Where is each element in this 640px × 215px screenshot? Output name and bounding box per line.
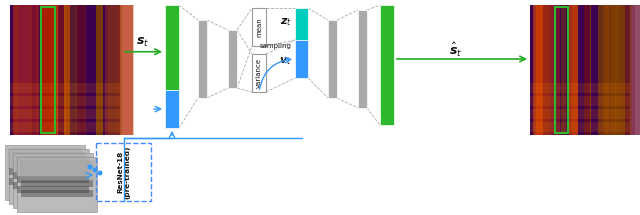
Text: $\boldsymbol{s}_t$: $\boldsymbol{s}_t$ [136,36,149,49]
Bar [568,5,579,135]
Bar [543,5,551,135]
Bar [598,5,616,135]
Text: sampling: sampling [260,43,292,49]
Bar [530,109,630,119]
Bar [41,7,55,133]
Bar [105,5,118,135]
Bar [543,5,554,135]
Bar [17,157,97,212]
Bar [44,5,56,135]
Bar [534,5,549,135]
Bar [13,153,93,208]
Bar [533,5,543,135]
Bar [572,5,579,135]
Bar [119,5,132,135]
Bar [13,182,85,189]
Bar [295,40,308,78]
Bar [252,54,266,92]
Bar [13,5,31,135]
Bar [228,30,237,88]
Bar [8,148,82,169]
Bar [380,5,394,125]
Bar [31,5,36,135]
Bar [602,5,620,135]
Bar [165,90,179,128]
Bar [198,20,207,98]
Bar [40,5,57,135]
Bar [116,5,134,135]
Bar [12,152,86,173]
Bar [295,8,308,40]
Bar [61,5,79,135]
Bar [165,5,179,90]
Bar [10,96,120,106]
Bar [17,5,36,135]
Bar [623,5,640,135]
Text: $\hat{\boldsymbol{s}}_t$: $\hat{\boldsymbol{s}}_t$ [449,41,462,59]
Circle shape [98,171,102,175]
Bar [13,172,85,179]
Bar [9,168,81,175]
Text: $\boldsymbol{z}_t$: $\boldsymbol{z}_t$ [280,17,292,28]
Text: ResNet-18
(pre-trained): ResNet-18 (pre-trained) [117,145,130,199]
Bar [252,8,266,46]
Bar [29,5,39,135]
Bar [561,5,566,135]
Bar [77,5,84,135]
Bar [76,5,86,135]
Text: mean: mean [256,17,262,37]
Bar [611,5,619,135]
Bar [530,83,630,93]
Bar [52,5,56,135]
Bar [51,5,70,135]
Bar [5,145,85,200]
Bar [10,5,120,135]
Bar [536,5,550,135]
Bar [530,96,630,106]
Bar [108,5,122,135]
Bar [97,5,103,135]
Bar [628,5,640,135]
Text: variance: variance [256,58,262,88]
Bar [17,186,89,193]
Circle shape [88,165,92,169]
Bar [530,5,630,135]
Bar [625,5,632,135]
Bar [9,178,81,185]
Bar [10,109,120,119]
Bar [15,5,35,135]
Circle shape [93,168,97,172]
Bar [555,7,568,133]
Bar [58,5,64,135]
Bar [18,5,38,135]
Bar [530,122,630,132]
Bar [614,5,625,135]
Bar [17,176,89,183]
Text: $\boldsymbol{v}_t$: $\boldsymbol{v}_t$ [280,55,292,67]
Bar [20,160,94,181]
Bar [58,5,66,135]
Bar [10,83,120,93]
Bar [21,190,93,197]
Bar [358,10,367,108]
Bar [9,149,89,204]
Bar [21,180,93,187]
Bar [605,5,609,135]
Bar [16,156,90,177]
Bar [550,5,559,135]
Bar [10,122,120,132]
Bar [622,5,634,135]
Bar [584,5,591,135]
Bar [328,20,337,98]
Bar [584,5,590,135]
